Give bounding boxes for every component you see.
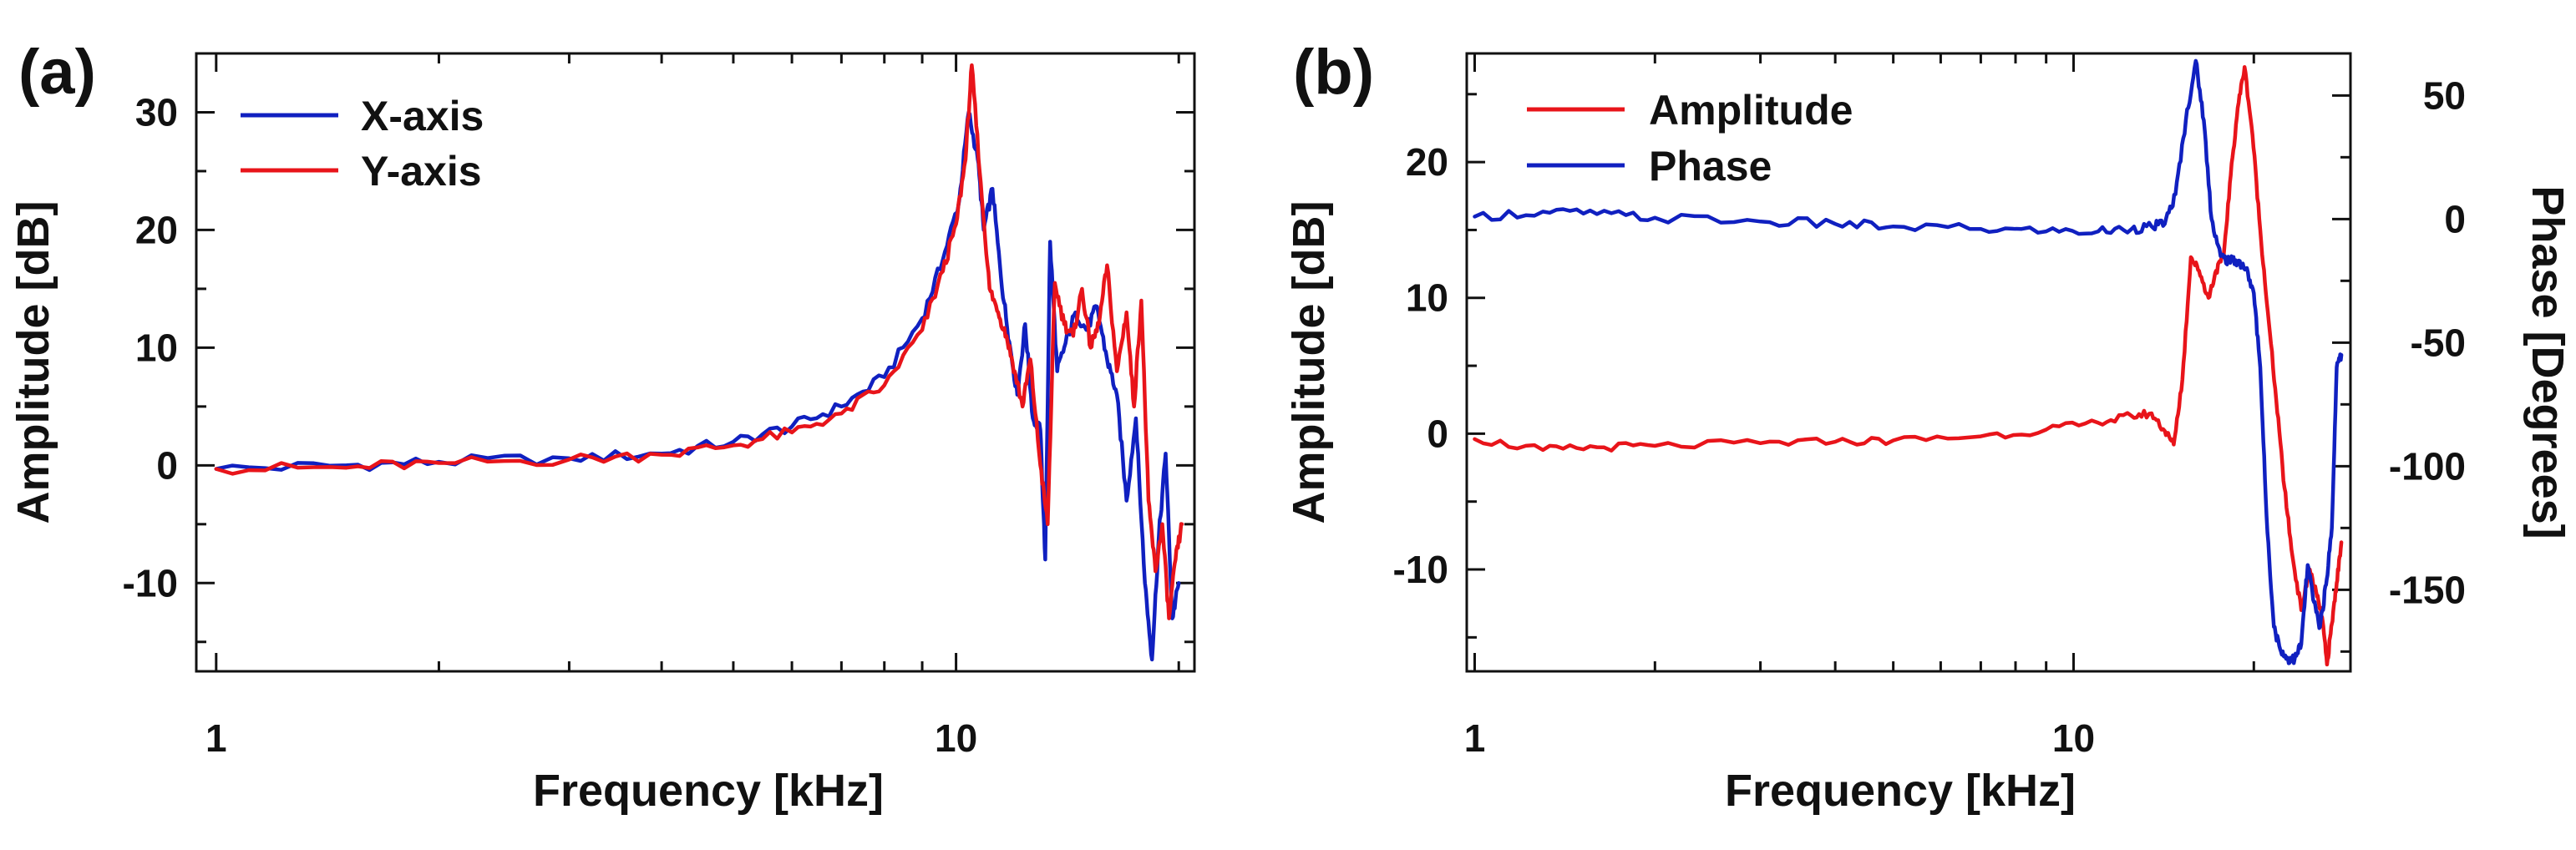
panel-a-ticks: 1 10 -10 0 10 20 30 [123,53,1194,760]
panel-b-right-y-axis-label: Phase [Degrees] [2523,185,2573,539]
series-line-phase [1473,58,2344,665]
y-tick-label: -10 [123,561,178,605]
x-tick-label: 1 [205,716,227,760]
panel-a-legend: X-axis Y-axis [241,93,484,195]
y-tick-label: 30 [135,90,178,134]
series-line-x-axis [214,110,1181,662]
x-tick-label: 10 [935,716,977,760]
panel-a: (a) 1 10 -10 0 10 20 30 Frequency [kHz] Amplit… [8,37,1196,816]
x-tick-label: 1 [1464,716,1486,760]
panel-b-series [1473,58,2344,667]
y-tick-label: -10 [1393,548,1448,591]
series-line-y-axis [214,63,1184,620]
y-tick-label: 0 [1427,412,1448,455]
panel-b-x-axis-label: Frequency [kHz] [1725,766,2076,816]
y2-tick-label: -50 [2411,321,2466,364]
panel-a-label: (a) [18,37,96,108]
y-tick-label: 20 [135,208,178,251]
legend-y-axis-label: Y-axis [361,148,482,195]
panel-b-legend: Amplitude Phase [1527,87,1853,190]
legend-phase-label: Phase [1649,143,1772,190]
y-tick-label: 0 [156,443,178,487]
panel-b-plot-frame [1465,52,2352,673]
panel-a-series [214,63,1184,662]
panel-a-x-axis-label: Frequency [kHz] [533,766,884,816]
y2-tick-label: 50 [2423,73,2466,117]
y-tick-label: 20 [1406,140,1448,184]
y-tick-label: 10 [135,326,178,369]
panel-b-y-axis-label: Amplitude [dB] [1284,201,1334,524]
legend-x-axis-label: X-axis [361,93,484,139]
legend-amplitude-label: Amplitude [1649,87,1853,134]
y-tick-label: 10 [1406,276,1448,320]
panel-b-label: (b) [1293,37,1374,108]
y2-tick-label: -150 [2389,568,2466,611]
y2-tick-label: 0 [2444,197,2466,240]
x-tick-label: 10 [2052,716,2095,760]
panel-a-plot-frame [195,52,1196,673]
panel-a-y-axis-label: Amplitude [dB] [8,201,58,524]
y2-tick-label: -100 [2389,444,2466,488]
